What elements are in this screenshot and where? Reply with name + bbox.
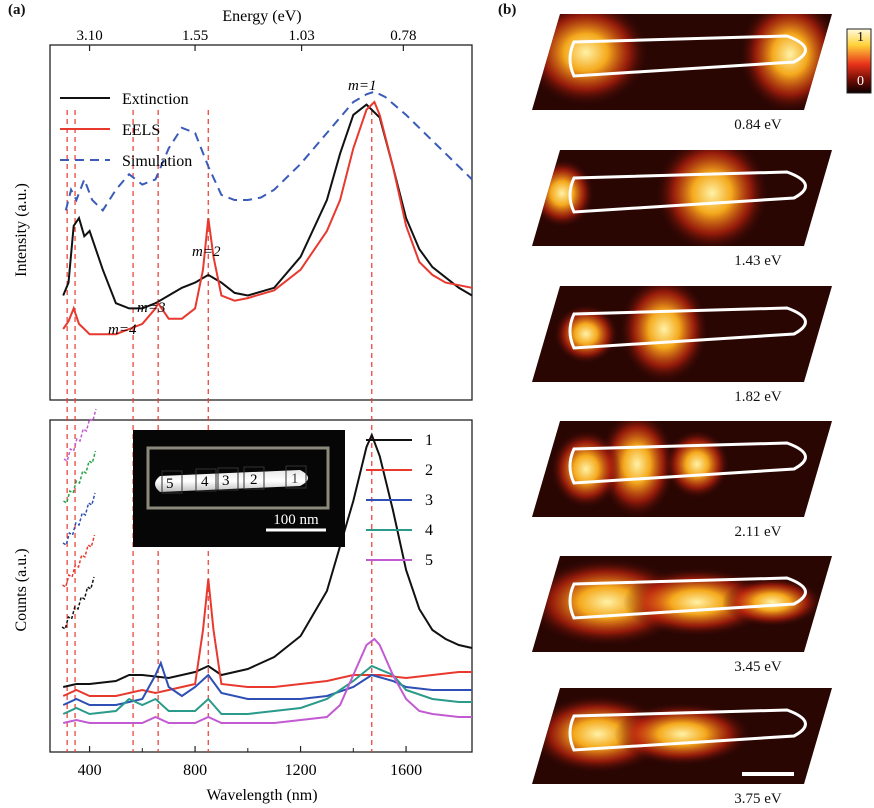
bottom-series-1 [62,432,473,688]
legend-text-simulation: Simulation [122,153,192,170]
bottom-legend-text-3: 3 [425,492,433,509]
top-series-simulation [64,90,473,212]
eels-map-4 [532,421,832,517]
legend-text-extinction: Extinction [122,91,189,108]
bottom-series-group [61,408,473,724]
top-series-extinction [62,103,473,310]
eels-map-3 [532,286,832,382]
inset-box-2 [243,466,265,490]
inset-label-4: 4 [201,474,209,490]
bottom-series-5 [62,637,472,724]
bottom-axis-tick-label: 1600 [390,762,422,779]
eels-map-energy-label: 3.75 eV [734,791,782,807]
magnified-trace [63,450,97,505]
bottom-series-4 [62,664,472,716]
eels-map-energy-label: 1.82 eV [734,389,782,405]
inset-box-5 [161,470,183,494]
bottom-legend-text-2: 2 [425,462,433,479]
inset-nanorod [155,470,308,492]
panel-b-label: (b) [498,2,517,18]
bottom-legend-text-1: 1 [425,432,433,449]
magnified-trace [61,576,95,631]
top-axis-ticks: 3.10 1.55 1.03 0.78 [76,28,416,51]
magnified-trace [62,492,96,547]
inset-box-4 [195,468,217,492]
top-legend: Extinction EELS Simulation [60,91,192,170]
inset-label-1: 1 [291,471,299,487]
legend-text-eels: EELS [122,122,160,139]
inset-image: 5 4 3 2 1 100 nm [133,430,345,547]
top-axis-title: Energy (eV) [222,8,301,25]
bottom-plot-frame [49,419,473,753]
top-series-eels [62,100,473,336]
colorbar-min-label: 0 [857,74,864,89]
colorbar-max-label: 1 [857,30,864,45]
bottom-legend-text-5: 5 [425,552,433,569]
inset-frame [146,446,330,510]
eels-map-energy-label: 2.11 eV [734,524,782,540]
bottom-axis-tick-label: 400 [78,762,102,779]
panel-a-label: (a) [8,2,26,18]
top-plot-frame [49,44,473,401]
bottom-legend-text-4: 4 [425,522,433,539]
bottom-plot-ylabel: Counts (a.u.) [13,548,30,631]
mode-guide-lines [66,110,373,752]
top-axis-tick-label: 0.78 [390,28,416,44]
colorbar [846,28,872,94]
bottom-axis-ticks: 400 800 1200 1600 [78,746,422,779]
eels-map-energy-label: 0.84 eV [734,117,782,133]
top-axis-tick-label: 1.55 [182,28,208,44]
mode-label-m4: m=4 [108,322,137,338]
eels-map-1 [532,14,832,110]
inset-label-5: 5 [166,476,174,492]
magnified-trace [62,534,96,589]
inset-label-2: 2 [250,472,258,488]
mode-label-m2: m=2 [192,244,221,260]
bottom-axis-tick-label: 800 [183,762,207,779]
bottom-legend: 1 2 3 4 5 [366,432,433,569]
mode-label-m3: m=3 [137,300,165,316]
bottom-plot-xlabel: Wavelength (nm) [206,787,317,804]
top-axis-tick-label: 1.03 [288,28,314,44]
bottom-series-2 [62,578,472,697]
bottom-axis-tick-label: 1200 [285,762,317,779]
mode-label-m1: m=1 [348,78,376,94]
eels-map-energy-label: 3.45 eV [734,659,782,675]
top-series-group [62,90,473,336]
magnified-trace [63,408,97,463]
inset-box-1 [285,465,307,489]
inset-label-3: 3 [222,473,230,489]
top-axis-tick-label: 3.10 [76,28,102,44]
eels-map-energy-label: 1.43 eV [734,253,782,269]
bottom-series-3 [62,660,472,706]
top-plot-ylabel: Intensity (a.u.) [13,183,30,277]
eels-map-2 [532,150,832,246]
inset-scalebar-label: 100 nm [273,512,319,528]
inset-box-3 [217,467,239,491]
eels-map-6 [532,688,832,784]
eels-map-5 [532,556,832,652]
panel-a-figure: Energy (eV) 3.10 1.55 1.03 0.78 Intensity (… [13,8,473,804]
